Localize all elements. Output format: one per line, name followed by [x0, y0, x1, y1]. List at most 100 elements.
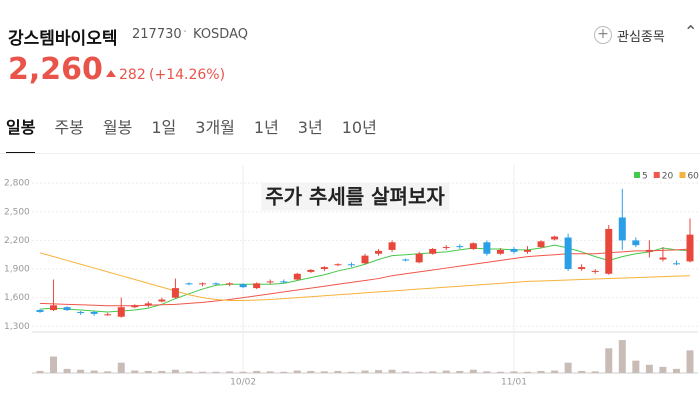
candle-body: [605, 228, 613, 274]
candle-body: [375, 250, 383, 254]
y-tick-label: 2,800: [4, 179, 30, 189]
y-tick-label: 2,500: [4, 207, 30, 217]
candle-body: [429, 248, 437, 254]
candle-body: [158, 299, 166, 302]
volume-bar: [402, 371, 410, 373]
add-watch-icon[interactable]: +: [594, 26, 612, 44]
volume-bar: [253, 370, 261, 373]
candle-body: [686, 234, 694, 262]
volume-bar: [618, 340, 626, 373]
period-tab[interactable]: 1일: [151, 118, 177, 137]
volume-bar: [280, 371, 288, 373]
period-tab[interactable]: 1년: [253, 118, 279, 137]
candle-body: [618, 217, 626, 241]
volume-bar: [77, 369, 85, 373]
up-arrow: [106, 70, 116, 77]
candle-body: [645, 249, 653, 252]
legend-label: 60: [687, 172, 699, 182]
volume-bar: [591, 371, 599, 373]
candle-body: [564, 237, 572, 270]
volume-bar: [456, 370, 464, 373]
volume-bar: [185, 371, 193, 373]
candle-body: [415, 253, 423, 263]
candle-body: [496, 249, 504, 254]
candle-body: [307, 269, 315, 272]
volume-bar: [171, 369, 179, 373]
period-tab[interactable]: 3개월: [195, 118, 235, 137]
y-tick-label: 1,300: [4, 322, 30, 332]
volume-bar: [605, 348, 613, 373]
y-tick-label: 2,200: [4, 236, 30, 246]
watchlist-button[interactable]: 관심종목: [617, 30, 665, 45]
volume-bar: [483, 371, 491, 373]
candle-body: [334, 264, 342, 266]
candle-body: [131, 305, 139, 308]
candle-body: [524, 249, 531, 252]
market: KOSDAQ: [193, 27, 248, 42]
moving-average: [39, 244, 691, 313]
volume-bar: [578, 370, 586, 373]
candle-body: [266, 281, 274, 283]
change-pct: (+14.26%): [149, 67, 226, 83]
candle-body: [63, 307, 71, 311]
candle-body: [578, 267, 586, 270]
volume-bar: [496, 371, 504, 373]
candle-body: [537, 241, 545, 248]
candle-body: [347, 264, 355, 266]
volume-bar: [320, 371, 328, 373]
volume-bar: [199, 371, 206, 373]
volume-bar: [36, 370, 44, 373]
candle-body: [77, 311, 85, 313]
candle-body: [510, 248, 518, 252]
volume-bar: [117, 362, 125, 373]
period-tab[interactable]: 10년: [341, 118, 377, 137]
candle-body: [361, 255, 369, 264]
candle-body: [36, 310, 44, 312]
candle-body: [469, 243, 477, 249]
collapse-button[interactable]: ⌃: [684, 22, 698, 41]
candle-body: [199, 283, 206, 285]
candle-body: [672, 263, 680, 265]
volume-bar: [90, 370, 98, 373]
volume-bar: [551, 370, 559, 373]
candle-body: [591, 270, 599, 272]
volume-bar: [158, 370, 166, 373]
volume-bar: [266, 371, 274, 373]
stock-code: 217730: [132, 27, 182, 42]
candle-body: [104, 314, 112, 316]
volume-bar: [334, 370, 342, 373]
period-tab[interactable]: 월봉: [102, 118, 133, 137]
volume-bar: [375, 370, 383, 373]
candle-body: [659, 257, 667, 260]
volume-bar: [469, 369, 477, 373]
y-tick-label: 1,600: [4, 293, 30, 303]
volume-bar: [388, 369, 396, 373]
volume-bar: [564, 362, 572, 373]
candle-body: [632, 240, 640, 246]
candle-body: [320, 267, 328, 270]
volume-bar: [686, 350, 694, 373]
x-tick-label: 11/01: [501, 378, 527, 388]
volume-bar: [442, 370, 450, 373]
period-tab[interactable]: 주봉: [54, 118, 84, 137]
candle-body: [90, 311, 98, 314]
period-tab[interactable]: 3년: [297, 118, 323, 137]
change: 282: [119, 67, 146, 83]
candle-body: [388, 242, 396, 250]
volume-bar: [361, 370, 369, 373]
annotation: 주가 추세를 살펴보자: [265, 185, 445, 209]
legend-label: 5: [642, 172, 648, 182]
separator: ·: [183, 25, 188, 40]
volume-bar: [293, 370, 301, 373]
volume-bar: [645, 364, 653, 373]
legend-swatch: [679, 172, 686, 178]
candle-body: [117, 307, 125, 317]
volume-bar: [239, 371, 247, 373]
volume-bar: [415, 371, 423, 373]
volume-bar: [104, 371, 112, 373]
candle-body: [402, 259, 410, 261]
annotation-bg: [261, 182, 450, 211]
candle-body: [171, 288, 179, 298]
legend-label: 20: [662, 172, 674, 182]
